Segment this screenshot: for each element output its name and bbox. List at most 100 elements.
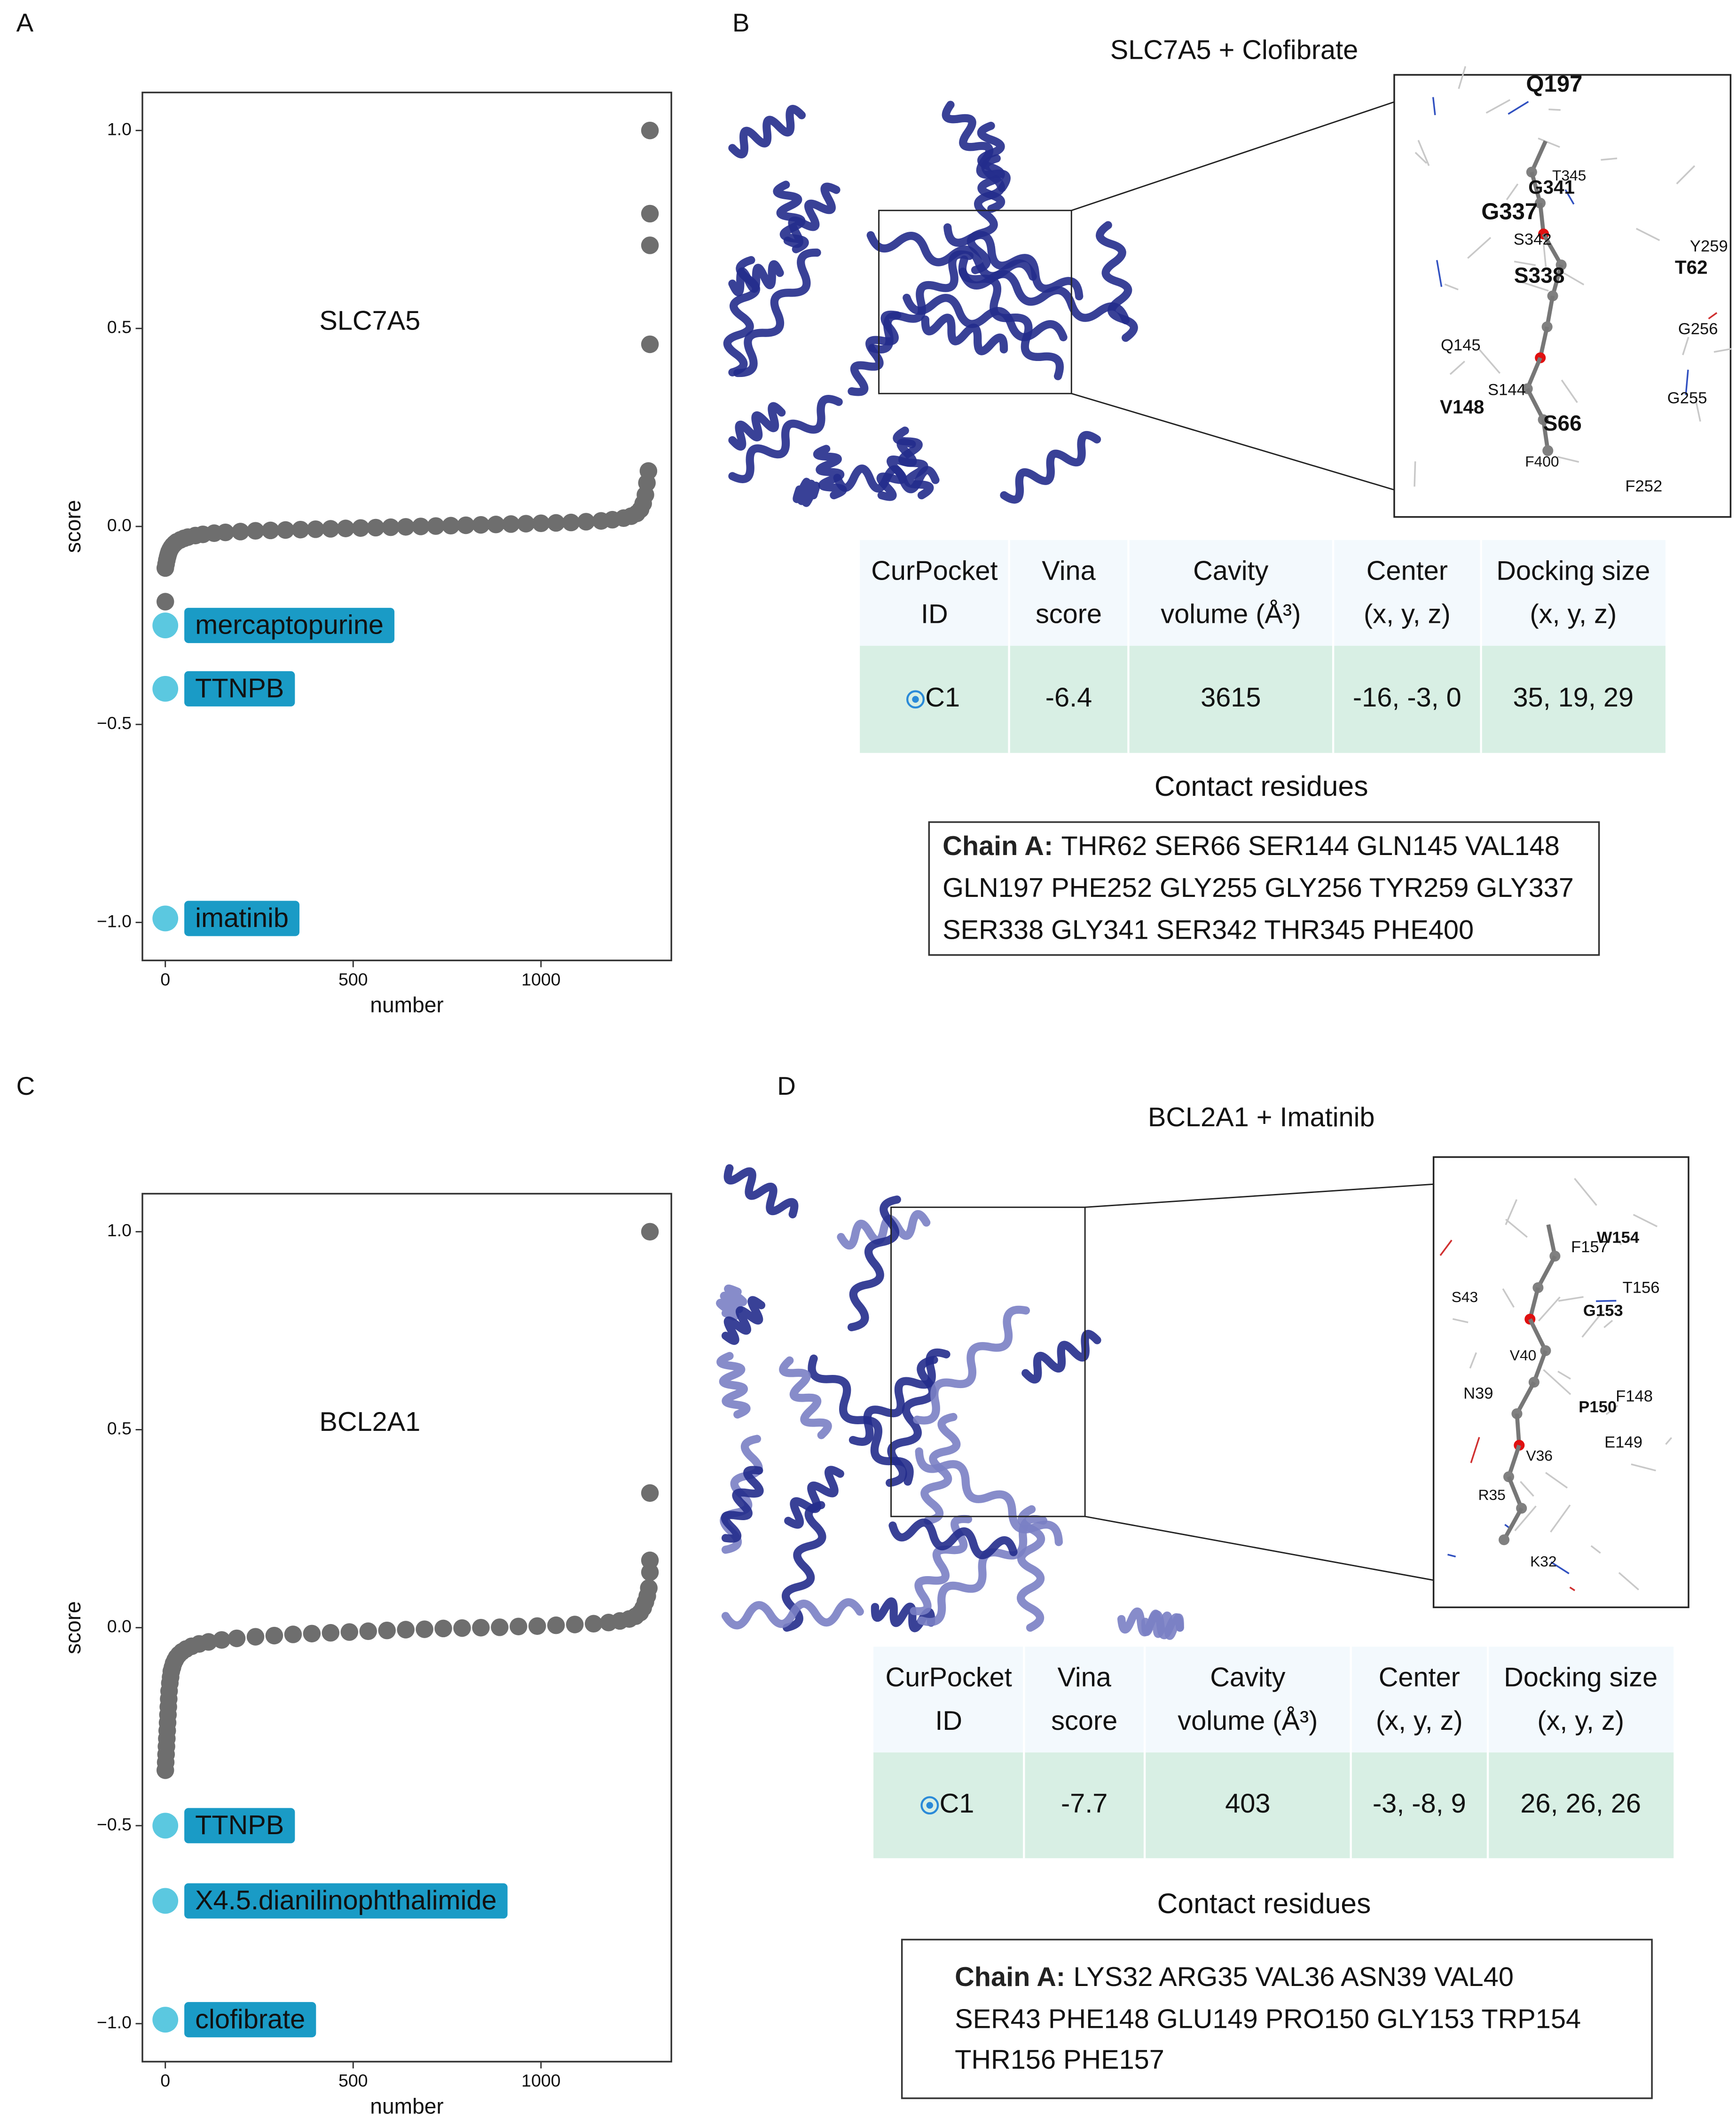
residue-stick — [1543, 244, 1547, 267]
residue-stick — [1601, 157, 1618, 161]
residue-label: W154 — [1597, 1229, 1640, 1247]
residue-stick — [1708, 312, 1718, 320]
residue-stick — [1485, 99, 1511, 114]
score-point — [322, 520, 340, 538]
select-icon — [906, 690, 925, 709]
residue-label: F157 — [1571, 1238, 1608, 1256]
table-cell: -3, -8, 9 — [1373, 1789, 1466, 1819]
table-header: CurPocket — [871, 556, 998, 586]
x-axis-label: number — [370, 2094, 444, 2118]
score-point — [397, 518, 415, 536]
protein-helix — [793, 478, 820, 507]
contact-line: GLN197 PHE252 GLY255 GLY256 TYR259 GLY33… — [943, 873, 1574, 903]
residue-stick — [1449, 361, 1465, 375]
table-header-bg — [860, 540, 1665, 646]
score-point — [532, 514, 550, 532]
y-tick-label: −0.5 — [97, 713, 132, 733]
protein-helix — [728, 402, 786, 451]
protein-helix — [1000, 431, 1101, 504]
residue-stick — [1414, 461, 1416, 487]
residue-stick — [1502, 1288, 1515, 1308]
residue-stick — [1545, 1472, 1568, 1489]
protein-helix — [837, 1210, 931, 1250]
ligand-atom — [1538, 414, 1549, 425]
protein-helix — [848, 1348, 950, 1446]
residue-stick — [1676, 165, 1696, 185]
chart-title: BCL2A1 — [319, 1407, 420, 1437]
score-point — [378, 1621, 396, 1640]
protein-helix — [783, 182, 841, 248]
residue-stick — [1432, 97, 1436, 115]
contact-box — [901, 1939, 1653, 2099]
ligand-bond — [1536, 1255, 1557, 1289]
score-point — [641, 1223, 659, 1241]
highlight-point — [152, 675, 179, 702]
residue-label: E149 — [1604, 1433, 1642, 1451]
residue-label: V40 — [1510, 1347, 1536, 1364]
zoom-line — [1084, 1515, 1434, 1581]
table-cell: C1 — [925, 683, 960, 713]
protein-helix — [728, 260, 784, 297]
residue-label: Q197 — [1526, 71, 1582, 97]
highlight-label: TTNPB — [195, 1810, 284, 1840]
y-tick-label: −1.0 — [97, 911, 132, 931]
score-point — [284, 1625, 302, 1643]
score-point — [265, 1626, 283, 1645]
table-header: (x, y, z) — [1530, 599, 1617, 629]
score-point — [457, 516, 475, 534]
residue-stick — [1514, 1505, 1537, 1531]
score-point — [547, 1616, 565, 1634]
residue-label: G255 — [1667, 389, 1707, 407]
residue-label: R35 — [1478, 1486, 1506, 1503]
residue-stick — [1520, 1481, 1534, 1497]
residue-stick — [1558, 1296, 1584, 1302]
score-point — [306, 520, 325, 538]
x-axis-label: number — [370, 993, 444, 1017]
residue-stick — [1506, 183, 1519, 200]
protein-helix — [723, 1164, 799, 1218]
x-tick-label: 1000 — [521, 969, 560, 989]
residue-label: G256 — [1678, 320, 1718, 338]
residue-stick — [1478, 348, 1500, 374]
residue-label: P150 — [1579, 1398, 1617, 1416]
residue-list: LYS32 ARG35 VAL36 ASN39 VAL40 — [1073, 1962, 1513, 1992]
table-row-bg — [860, 645, 1665, 753]
protein-helix — [958, 255, 1064, 380]
ligand-atom — [1498, 1534, 1510, 1546]
score-point — [472, 516, 490, 534]
residue-stick — [1414, 152, 1427, 164]
zoom-box — [1432, 1156, 1689, 1609]
score-point — [566, 1616, 584, 1633]
protein-helix — [886, 1356, 938, 1487]
ligand-atom — [1542, 445, 1554, 456]
score-point — [246, 1628, 265, 1646]
table-header-bg — [873, 1647, 1674, 1753]
ligand-bond — [1515, 1381, 1536, 1415]
y-axis-label: score — [61, 500, 85, 553]
score-point — [641, 1484, 659, 1502]
residue-stick — [1550, 1504, 1571, 1533]
residue-list: GLN197 PHE252 GLY255 GLY256 TYR259 GLY33… — [943, 873, 1574, 903]
table-header: Cavity — [1210, 1663, 1285, 1693]
residue-stick — [1695, 399, 1701, 422]
table-cell: 35, 19, 29 — [1513, 683, 1634, 713]
score-point — [641, 1551, 659, 1570]
table-row-bg — [873, 1752, 1674, 1859]
residue-label: S43 — [1452, 1288, 1478, 1305]
residue-label: T62 — [1675, 256, 1708, 278]
residue-label: S338 — [1514, 263, 1565, 287]
residue-label: V36 — [1526, 1447, 1552, 1464]
table-cell: -16, -3, 0 — [1353, 683, 1461, 713]
residue-label: S66 — [1543, 411, 1582, 435]
panel-label: A — [16, 8, 34, 37]
zoom-box — [1393, 74, 1732, 518]
ligand-bond — [1541, 233, 1563, 266]
highlight-label: mercaptopurine — [195, 610, 384, 640]
highlight-point — [152, 1888, 179, 1914]
residue-stick — [1713, 348, 1732, 353]
score-point — [453, 1619, 471, 1637]
residue-stick — [1557, 456, 1579, 463]
select-icon — [920, 1796, 939, 1815]
residue-label: T345 — [1552, 167, 1586, 184]
